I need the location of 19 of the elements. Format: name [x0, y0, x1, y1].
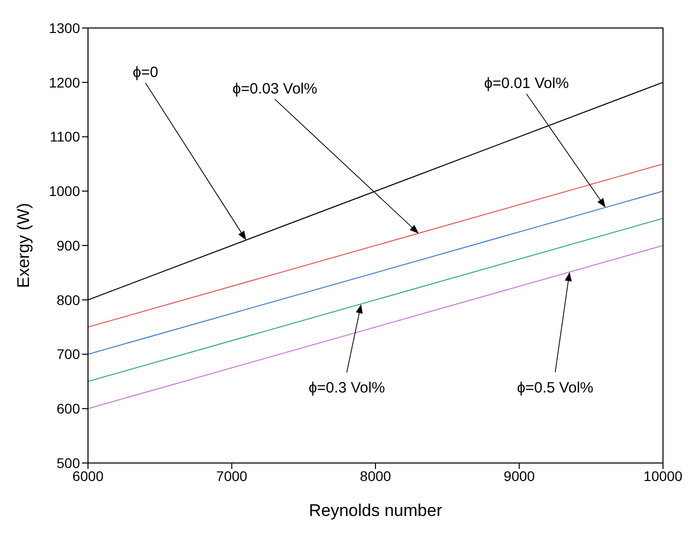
x-tick-label: 10000 [644, 468, 683, 484]
y-tick-label: 1100 [50, 128, 80, 145]
annotation: ϕ=0.5 Vol% [517, 379, 594, 396]
y-tick-label: 600 [56, 400, 80, 417]
x-tick-label: 9000 [504, 468, 536, 484]
y-tick-label: 1200 [48, 74, 80, 90]
y-axis-title: Exergy (W) [14, 203, 34, 288]
y-tick-label: 1300 [48, 20, 80, 36]
annotation: ϕ=0.01 Vol% [484, 74, 569, 92]
x-tick-label: 7000 [216, 468, 248, 484]
x-tick-label: 8000 [360, 468, 392, 484]
y-tick-label: 700 [56, 346, 80, 362]
annotation: ϕ=0.03 Vol% [232, 80, 318, 98]
y-tick-label: 1000 [48, 183, 80, 200]
y-tick-label: 800 [56, 292, 80, 308]
annotation: ϕ=0 [132, 64, 158, 81]
x-axis-title: Reynolds number [308, 501, 442, 520]
y-tick-label: 900 [56, 237, 80, 254]
annotation: ϕ=0.3 Vol% [308, 379, 385, 396]
